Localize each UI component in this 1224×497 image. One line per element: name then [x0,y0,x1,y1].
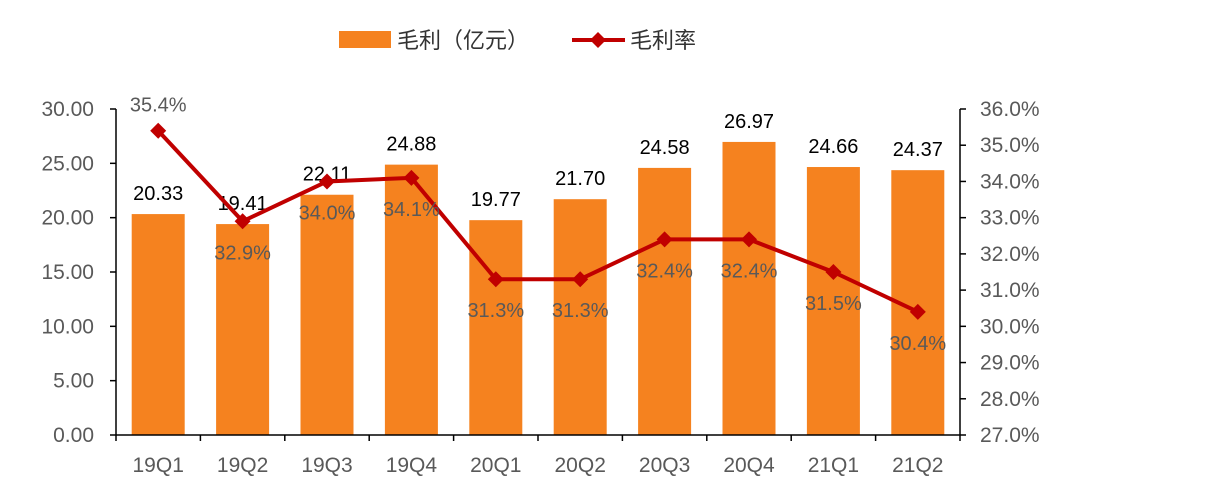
left-tick-label: 20.00 [41,207,94,230]
bar-20Q1 [469,220,523,435]
bar-label-19Q4: 24.88 [386,134,436,156]
left-tick-label: 15.00 [41,261,94,284]
bar-19Q2 [216,224,270,435]
bar-19Q3 [300,194,354,435]
left-tick-label: 0.00 [53,424,94,447]
line-point-19Q1 [150,122,167,139]
line-point-19Q3 [319,173,335,190]
left-tick-label: 30.00 [41,98,94,121]
line-label-19Q4: 34.1% [383,199,440,221]
right-tick-label: 34.0% [980,170,1040,193]
line-label-20Q2: 31.3% [552,300,609,322]
bar-19Q4 [384,164,438,435]
right-tick-label: 35.0% [980,134,1040,157]
bar-label-20Q3: 24.58 [640,137,690,159]
x-tick-label-19Q1: 19Q1 [133,454,184,477]
bar-20Q4 [722,141,776,435]
line-point-21Q2 [909,303,926,320]
bar-20Q2 [553,199,607,435]
legend-label-bar: 毛利（亿元） [397,28,529,53]
line-label-21Q2: 30.4% [889,333,946,355]
x-tick-label-20Q4: 20Q4 [723,454,775,477]
line-point-20Q4 [741,231,757,248]
legend-label-line: 毛利率 [630,28,696,53]
x-tick-label-20Q2: 20Q2 [555,454,606,477]
left-tick-label: 25.00 [41,152,94,175]
bar-21Q1 [806,167,860,435]
right-tick-label: 36.0% [980,98,1040,121]
right-tick-label: 32.0% [980,243,1040,266]
right-tick-label: 31.0% [980,279,1040,302]
line-point-21Q1 [825,264,842,280]
x-tick-label-20Q1: 20Q1 [470,454,521,477]
bar-label-19Q1: 20.33 [133,183,183,205]
line-point-20Q2 [572,271,589,288]
line-point-19Q4 [403,169,420,186]
bar-label-21Q1: 24.66 [808,136,858,158]
line-label-20Q3: 32.4% [636,260,693,282]
legend-swatch-bar [339,31,391,48]
line-label-19Q3: 34.0% [299,202,356,224]
right-tick-label: 28.0% [980,388,1040,411]
legend-swatch-marker [590,32,606,48]
line-label-20Q1: 31.3% [467,300,524,322]
bar-20Q3 [638,167,692,435]
line-label-19Q2: 32.9% [214,242,271,264]
x-tick-label-19Q4: 19Q4 [386,454,438,477]
bar-label-20Q4: 26.97 [724,111,774,133]
x-tick-label-19Q2: 19Q2 [217,454,268,477]
line-point-20Q3 [656,231,673,248]
x-tick-label-19Q3: 19Q3 [301,454,352,477]
line-label-20Q4: 32.4% [721,260,778,282]
x-tick-label-21Q1: 21Q1 [808,454,859,477]
margin-rate-line [156,129,919,314]
x-tick-label-20Q3: 20Q3 [639,454,690,477]
line-label-19Q1: 35.4% [130,95,187,117]
left-tick-label: 10.00 [41,315,94,338]
bar-label-20Q1: 19.77 [471,189,521,211]
left-tick-label: 5.00 [53,370,94,393]
right-tick-label: 30.0% [980,315,1040,338]
bar-label-21Q2: 24.37 [893,139,943,161]
x-tick-label-21Q2: 21Q2 [892,454,943,477]
right-tick-label: 27.0% [980,424,1040,447]
line-point-19Q2 [234,213,251,230]
line-label-21Q1: 31.5% [805,293,862,315]
line-point-20Q1 [487,271,504,288]
bar-label-20Q2: 21.70 [555,168,605,190]
bar-19Q1 [131,214,185,435]
right-tick-label: 29.0% [980,352,1040,375]
right-tick-label: 33.0% [980,207,1040,230]
